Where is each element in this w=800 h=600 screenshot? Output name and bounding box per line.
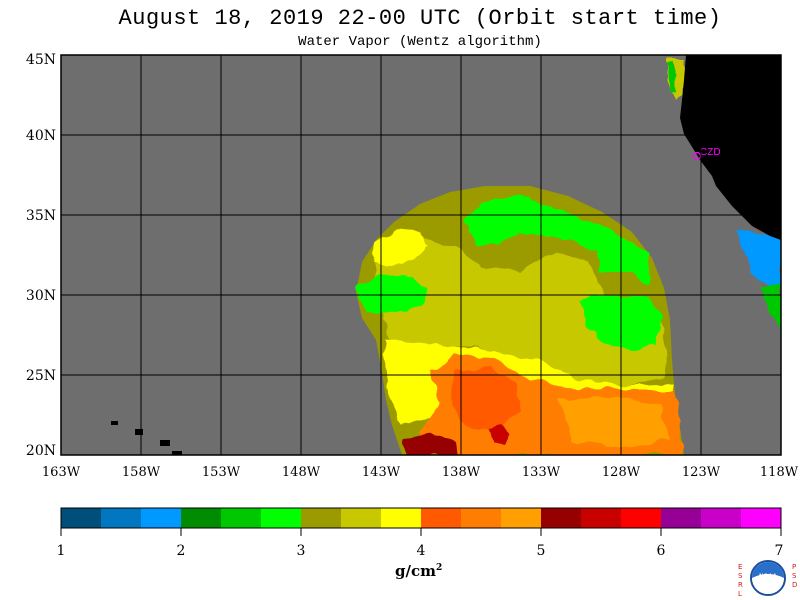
colorbar-tick-label: 2 bbox=[177, 543, 186, 559]
esrl-letter: E bbox=[738, 563, 743, 571]
colorbar-tick-label: 4 bbox=[417, 543, 426, 559]
colorbar-cell bbox=[581, 508, 622, 528]
colorbar-units-label: g/cm2 bbox=[395, 562, 442, 580]
psd-letters: P S D bbox=[792, 563, 798, 590]
lon-label: 163W bbox=[42, 465, 81, 480]
colorbar-cell bbox=[621, 508, 662, 528]
lat-label: 30N bbox=[26, 288, 56, 304]
colorbar-cell bbox=[541, 508, 582, 528]
colorbar-cell bbox=[741, 508, 782, 528]
swath-yellow-north bbox=[372, 230, 430, 266]
colorbar-cell bbox=[301, 508, 342, 528]
lon-label: 128W bbox=[602, 465, 641, 480]
grid-lines bbox=[61, 55, 781, 455]
lon-label: 148W bbox=[282, 465, 321, 480]
colorbar-cell bbox=[141, 508, 182, 528]
lon-label: 118W bbox=[760, 465, 799, 480]
swath-amber-patch bbox=[560, 396, 670, 448]
units-text: g/cm bbox=[395, 562, 436, 580]
colorbar-cell bbox=[61, 508, 102, 528]
coastal-blue-zone bbox=[736, 228, 781, 294]
north-america-land bbox=[680, 55, 781, 240]
swath-red-patch bbox=[488, 424, 512, 444]
lon-label: 153W bbox=[202, 465, 241, 480]
swath-yellow-olive-zone bbox=[372, 236, 668, 388]
lat-label: 40N bbox=[26, 128, 56, 144]
hawaii-islands bbox=[111, 421, 182, 455]
esrl-letters: E S R L bbox=[738, 563, 744, 599]
colorbar-tick-label: 1 bbox=[57, 543, 66, 559]
noaa-logo: NOAA bbox=[750, 560, 786, 596]
colorbar-cell bbox=[461, 508, 502, 528]
colorbar bbox=[61, 508, 782, 528]
colorbar-cell bbox=[421, 508, 462, 528]
colorbar-tick-label: 5 bbox=[537, 543, 546, 559]
coastal-north-green bbox=[668, 62, 676, 92]
colorbar-tick-label: 6 bbox=[657, 543, 666, 559]
colorbar-cell bbox=[661, 508, 702, 528]
colorbar-ticks bbox=[60, 528, 782, 536]
lat-label: 25N bbox=[26, 368, 56, 384]
lon-label: 138W bbox=[442, 465, 481, 480]
colorbar-cell bbox=[381, 508, 422, 528]
plot-frame bbox=[60, 54, 782, 456]
colorbar-cell bbox=[101, 508, 142, 528]
colorbar-tick-label: 3 bbox=[297, 543, 306, 559]
units-exponent: 2 bbox=[435, 563, 443, 573]
swath-green-north bbox=[462, 196, 650, 286]
lat-label: 20N bbox=[26, 443, 56, 459]
colorbar-cell bbox=[341, 508, 382, 528]
colorbar-cell bbox=[501, 508, 542, 528]
lon-label: 123W bbox=[682, 465, 721, 480]
lon-label: 158W bbox=[122, 465, 161, 480]
colorbar-cell bbox=[701, 508, 742, 528]
coastal-green-zone bbox=[760, 282, 781, 330]
esrl-letter: S bbox=[738, 572, 743, 580]
psd-letter: D bbox=[792, 581, 798, 589]
map-title: August 18, 2019 22-00 UTC (Orbit start t… bbox=[118, 6, 722, 31]
station-label: CZD bbox=[700, 147, 721, 158]
lat-label: 45N bbox=[26, 52, 56, 68]
psd-letter: S bbox=[792, 572, 797, 580]
swath-dark-red-patch bbox=[404, 434, 458, 455]
noaa-logo-text: NOAA bbox=[759, 574, 777, 580]
colorbar-cell bbox=[261, 508, 302, 528]
lat-label: 35N bbox=[26, 208, 56, 224]
map-subtitle: Water Vapor (Wentz algorithm) bbox=[298, 34, 542, 50]
esrl-letter: L bbox=[738, 590, 742, 598]
swath-group bbox=[111, 55, 781, 455]
colorbar-cell bbox=[221, 508, 262, 528]
swath-dark-orange-patch bbox=[450, 366, 520, 432]
colorbar-tick-label: 7 bbox=[775, 543, 784, 559]
lon-label: 143W bbox=[362, 465, 401, 480]
psd-letter: P bbox=[792, 563, 797, 571]
lon-label: 133W bbox=[522, 465, 561, 480]
colorbar-cell bbox=[181, 508, 222, 528]
esrl-letter: R bbox=[738, 581, 743, 589]
